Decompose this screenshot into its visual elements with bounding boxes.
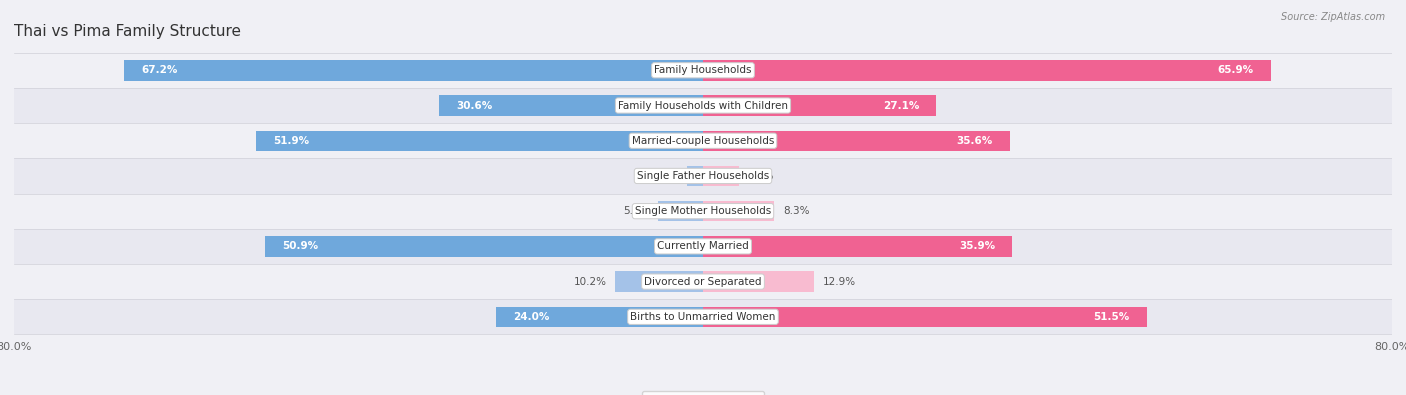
Text: Thai vs Pima Family Structure: Thai vs Pima Family Structure <box>14 24 240 39</box>
Text: Family Households with Children: Family Households with Children <box>619 100 787 111</box>
Bar <box>496 307 703 327</box>
Text: 27.1%: 27.1% <box>883 100 920 111</box>
Text: 5.2%: 5.2% <box>623 206 650 216</box>
Bar <box>686 166 703 186</box>
Text: Married-couple Households: Married-couple Households <box>631 136 775 146</box>
Bar <box>124 60 703 81</box>
Text: Divorced or Separated: Divorced or Separated <box>644 276 762 287</box>
Text: Family Households: Family Households <box>654 65 752 75</box>
Bar <box>703 95 936 116</box>
Bar <box>14 299 1392 335</box>
Bar <box>658 201 703 221</box>
Text: 50.9%: 50.9% <box>281 241 318 251</box>
Bar <box>256 130 703 151</box>
Bar <box>264 236 703 257</box>
Bar <box>703 201 775 221</box>
Bar <box>703 236 1012 257</box>
Text: 35.9%: 35.9% <box>959 241 995 251</box>
Text: 51.9%: 51.9% <box>273 136 309 146</box>
Text: 35.6%: 35.6% <box>956 136 993 146</box>
Text: 30.6%: 30.6% <box>457 100 494 111</box>
Text: 24.0%: 24.0% <box>513 312 550 322</box>
Legend: Thai, Pima: Thai, Pima <box>641 391 765 395</box>
Text: 8.3%: 8.3% <box>783 206 810 216</box>
Bar <box>616 271 703 292</box>
Text: 67.2%: 67.2% <box>142 65 179 75</box>
Text: 12.9%: 12.9% <box>823 276 856 287</box>
Bar <box>703 130 1010 151</box>
Bar <box>14 158 1392 194</box>
Bar <box>14 194 1392 229</box>
Text: 1.9%: 1.9% <box>651 171 678 181</box>
Text: Single Mother Households: Single Mother Households <box>636 206 770 216</box>
Bar <box>14 229 1392 264</box>
Bar <box>14 53 1392 88</box>
Bar <box>14 123 1392 158</box>
Bar <box>703 307 1146 327</box>
Text: Source: ZipAtlas.com: Source: ZipAtlas.com <box>1281 12 1385 22</box>
Text: Births to Unmarried Women: Births to Unmarried Women <box>630 312 776 322</box>
Bar <box>14 88 1392 123</box>
Text: 10.2%: 10.2% <box>574 276 606 287</box>
Bar <box>14 264 1392 299</box>
Bar <box>703 271 814 292</box>
Bar <box>440 95 703 116</box>
Text: 51.5%: 51.5% <box>1092 312 1129 322</box>
Text: 65.9%: 65.9% <box>1218 65 1253 75</box>
Text: Single Father Households: Single Father Households <box>637 171 769 181</box>
Bar <box>703 166 740 186</box>
Text: Currently Married: Currently Married <box>657 241 749 251</box>
Text: 4.2%: 4.2% <box>748 171 775 181</box>
Bar <box>703 60 1271 81</box>
